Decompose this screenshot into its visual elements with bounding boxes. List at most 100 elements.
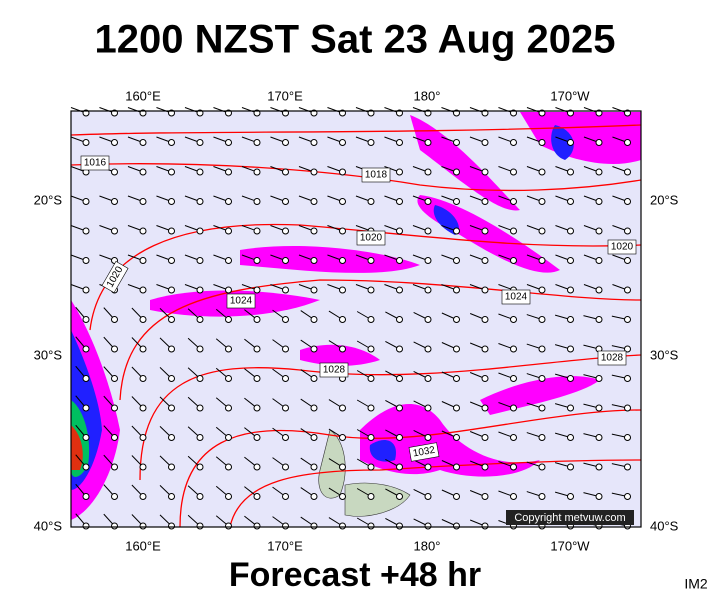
station [453,375,460,382]
station [424,257,432,264]
station [453,227,460,235]
lat-label: 20°S [650,192,679,207]
station [367,257,375,264]
isobar-label-box [597,350,627,366]
station [595,168,603,176]
station [481,345,489,353]
station [538,227,546,235]
station [111,434,118,441]
isobar-label-text: 1032 [412,445,436,460]
station [538,404,546,412]
station [538,493,546,500]
station [139,404,147,412]
station [139,316,147,323]
station [339,463,346,471]
isobar-label-text: 1020 [611,242,634,253]
station [253,522,261,530]
station [253,227,261,235]
station [225,345,232,353]
station [481,316,489,323]
station [595,286,603,294]
station [253,286,261,294]
station [82,345,90,353]
lon-label: 170°W [550,88,590,103]
lon-label: 160°E [125,88,161,103]
station [282,522,289,530]
station [567,168,574,176]
lat-label: 30°S [34,347,63,362]
station [196,257,204,264]
station [567,345,574,353]
station [168,198,175,205]
copyright-box [506,510,634,525]
station [510,434,517,441]
station [510,168,517,176]
station [538,168,546,176]
station [453,463,460,471]
station [282,168,289,176]
map-background [71,111,641,527]
station [453,168,460,176]
station [396,375,403,382]
station [111,316,118,323]
station [396,345,403,353]
station [310,463,318,471]
station [396,316,403,323]
station [310,257,318,264]
station [168,286,175,294]
station [196,139,204,146]
station [282,404,289,412]
station [396,139,403,146]
station [82,316,90,323]
station [453,434,460,441]
station [453,257,460,264]
station [225,139,232,146]
station [453,345,460,353]
station [367,463,375,471]
station [339,522,346,530]
isobar-label-box [607,239,637,255]
station [339,198,346,205]
station [139,463,147,471]
station [339,227,346,235]
station [424,316,432,323]
station [538,257,546,264]
station [510,316,517,323]
station [424,198,432,205]
station [624,257,631,264]
station [168,139,175,146]
isobar-label-box [356,230,386,246]
station [538,463,546,471]
station [111,522,118,530]
station [396,522,403,530]
station [339,139,346,146]
isobar-label: 1024 [501,289,531,305]
station [624,404,631,412]
station [225,522,232,530]
station [567,316,574,323]
station [624,493,631,500]
station [253,198,261,205]
station [510,257,517,264]
station [396,493,403,500]
station [481,168,489,176]
isobar-label-text: 1020 [360,233,383,244]
isobar-label: 1024 [226,293,256,309]
station [253,375,261,382]
copyright: Copyright metvuw.com [514,512,625,524]
station [396,227,403,235]
isobar-label-text: 1028 [601,353,624,364]
station [82,404,90,412]
station [567,493,574,500]
station [567,139,574,146]
station [82,227,90,235]
station [453,522,460,530]
station [168,463,175,471]
station [453,493,460,500]
station [168,375,175,382]
station [168,522,175,530]
station [481,286,489,294]
lon-label: 170°E [267,538,303,553]
isobar-label-box [361,167,391,183]
station [82,198,90,205]
